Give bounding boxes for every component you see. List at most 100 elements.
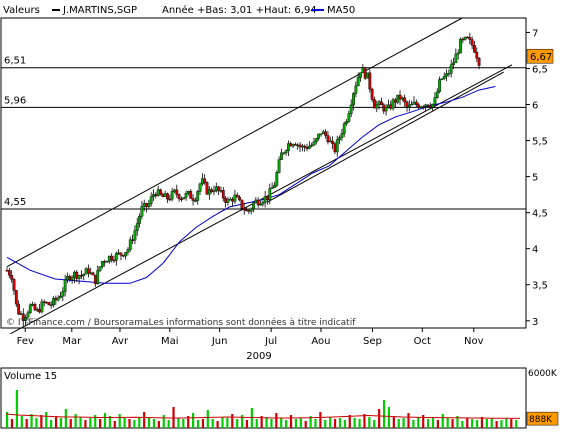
y-tick-label-5: 5,5: [532, 137, 548, 148]
volume-bar: [79, 417, 82, 428]
candle-body: [133, 230, 137, 241]
candle: [268, 183, 272, 205]
symbol-marker-icon: [52, 9, 60, 11]
candle: [40, 299, 44, 314]
candle: [270, 182, 274, 189]
candle-body: [440, 78, 444, 80]
candle: [380, 97, 383, 106]
candle-body: [335, 139, 339, 153]
candle: [352, 92, 355, 111]
candle-body: [238, 196, 241, 201]
candle-body: [10, 275, 14, 280]
candle: [447, 69, 451, 77]
candle: [177, 193, 181, 202]
candle-body: [212, 190, 216, 193]
candle-body: [461, 38, 465, 41]
candle: [235, 192, 239, 198]
candle: [182, 197, 186, 200]
volume-bar: [422, 415, 425, 428]
volume-bar: [240, 415, 244, 428]
candle: [398, 90, 402, 105]
level-label-0: 6,51: [4, 56, 26, 67]
volume-bar: [89, 418, 92, 428]
volume-bar: [216, 421, 219, 428]
volume-bar: [211, 419, 214, 428]
candle-body: [154, 194, 158, 196]
volume-bar: [30, 414, 33, 428]
header-symbol: J.MARTINS,SGP: [62, 5, 137, 16]
candle-body: [210, 189, 214, 192]
candle: [82, 273, 86, 281]
candle: [407, 100, 411, 112]
candle: [207, 186, 211, 200]
volume-bar: [426, 419, 430, 428]
candle: [166, 192, 169, 203]
candle-body: [166, 193, 169, 200]
ma-legend-label: MA50: [327, 5, 355, 16]
volume-bar: [20, 416, 23, 428]
volume-bar: [59, 418, 63, 428]
x-tick-label-jul: Jul: [264, 336, 277, 347]
candle-body: [242, 208, 246, 211]
candle: [442, 72, 446, 80]
volume-bar: [221, 417, 224, 428]
candle-body: [321, 131, 325, 134]
candle-body: [300, 145, 304, 148]
volume-bar: [319, 412, 322, 428]
candle-body: [80, 275, 83, 277]
candle-body: [61, 291, 65, 297]
candle-body: [312, 141, 316, 146]
candle-body: [84, 268, 88, 275]
volume-bar: [103, 413, 107, 428]
candle: [24, 314, 28, 327]
support-trend-line: [267, 71, 504, 203]
candle-body: [326, 135, 330, 143]
candle-body: [161, 194, 165, 198]
candle-body: [298, 144, 302, 148]
candle-body: [396, 94, 400, 103]
volume-bar: [304, 421, 307, 428]
candle: [259, 200, 262, 206]
candle-body: [193, 200, 197, 202]
y-tick-label-0: 3: [532, 317, 538, 328]
candle: [256, 197, 260, 208]
candle: [184, 190, 188, 201]
volume-bar: [338, 418, 342, 428]
candle: [475, 47, 479, 62]
candle: [159, 188, 162, 196]
candle-body: [245, 209, 248, 212]
candle-body: [24, 317, 28, 321]
candle-body: [382, 104, 386, 112]
candle: [317, 133, 321, 141]
volume-bar: [99, 419, 102, 428]
candle: [96, 265, 100, 285]
volume-bar: [515, 420, 518, 428]
candle: [426, 104, 430, 107]
volume-bar: [157, 421, 160, 428]
candle: [280, 148, 283, 160]
candle-body: [100, 261, 104, 267]
candle: [221, 187, 225, 202]
candle-body: [240, 199, 244, 209]
candle-body: [198, 183, 202, 192]
candle-body: [368, 72, 372, 90]
candle-body: [117, 252, 121, 255]
volume-bar: [471, 419, 474, 428]
candle-body: [456, 52, 460, 55]
candle: [126, 247, 130, 256]
candle-body: [114, 253, 118, 261]
candle: [91, 271, 95, 276]
candle: [238, 195, 241, 202]
volume-bar: [245, 420, 249, 428]
candle: [273, 181, 276, 189]
candle-body: [63, 279, 67, 292]
candle: [10, 270, 14, 283]
candle-body: [289, 143, 293, 147]
candle-body: [228, 198, 232, 201]
volume-bar: [143, 412, 146, 428]
candle-body: [424, 104, 428, 108]
volume-bar: [187, 416, 190, 428]
volume-bar: [289, 415, 293, 428]
candle-body: [40, 301, 44, 313]
candle-body: [70, 277, 74, 280]
